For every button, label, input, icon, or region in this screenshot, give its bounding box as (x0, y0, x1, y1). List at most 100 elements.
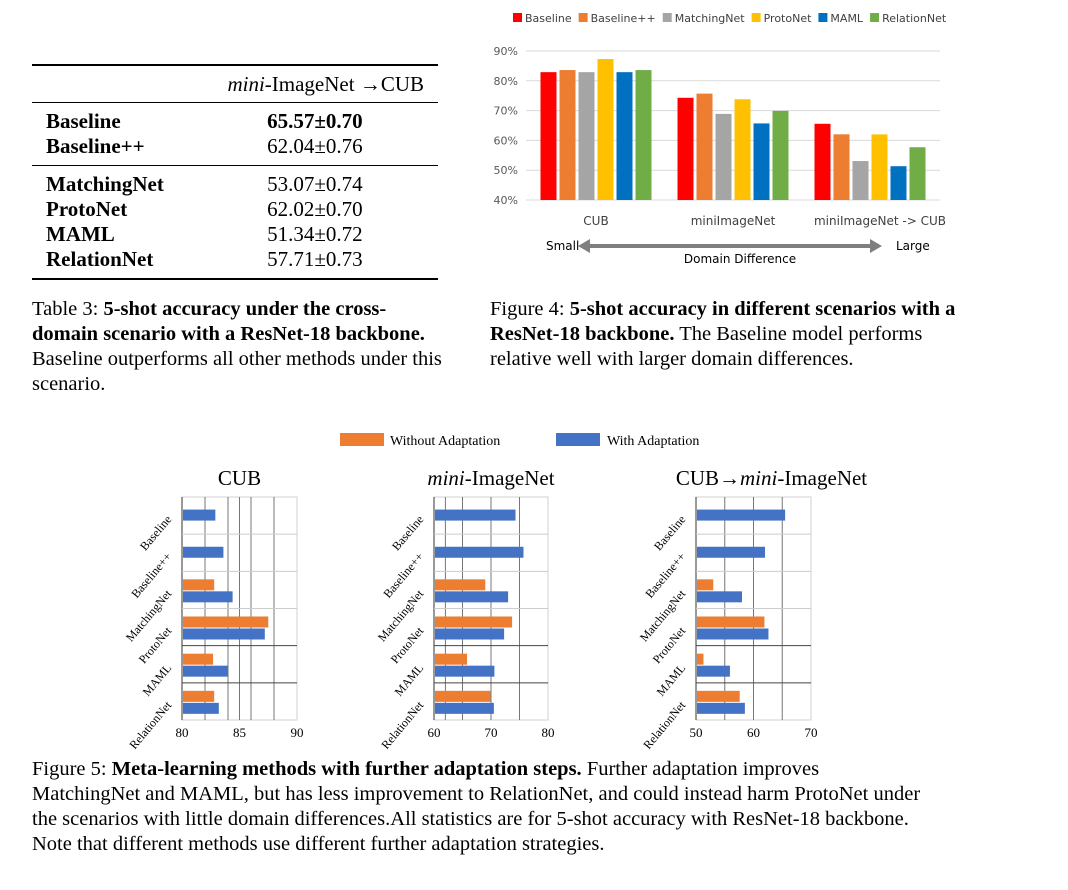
y-tick-label: 50% (494, 164, 518, 177)
bar (597, 59, 614, 200)
legend-label: Without Adaptation (390, 434, 500, 449)
category-label: RelationNet (640, 698, 688, 752)
caption-bold: 5-shot accuracy in different scenarios w… (490, 298, 956, 345)
category-label: RelationNet (126, 698, 174, 752)
caption-bold: 5-shot accuracy under the cross-domain s… (32, 298, 425, 345)
bar (697, 690, 740, 702)
caption-text: Further adaptation improves MatchingNet … (32, 758, 921, 855)
x-tick-label: 70 (805, 725, 818, 740)
legend-label: Baseline++ (591, 12, 656, 25)
x-tick-label: 70 (485, 725, 498, 740)
x-tick-label: 60 (428, 725, 441, 740)
caption-label: Table 3: (32, 298, 104, 320)
method-cell: RelationNet (46, 247, 154, 271)
bar (814, 123, 831, 200)
legend-swatch (513, 13, 522, 22)
arrow-right-head-icon (870, 239, 882, 253)
bar (697, 628, 769, 640)
x-tick-label: 80 (176, 725, 189, 740)
bar (677, 97, 694, 200)
chart-title: mini-ImageNet (427, 466, 554, 490)
x-tick-label: 85 (233, 725, 246, 740)
method-cell: MAML (46, 222, 115, 246)
bar (734, 99, 751, 200)
table-row: ProtoNet 62.02±0.70 (32, 197, 438, 222)
x-tick-label: CUB (583, 214, 608, 228)
bar (697, 579, 714, 591)
arrow-left-head-icon (578, 239, 590, 253)
method-cell: Baseline++ (46, 134, 145, 158)
table-row: RelationNet 57.71±0.73 (32, 247, 438, 279)
bar (540, 72, 557, 200)
bar (435, 509, 516, 521)
legend-swatch (556, 433, 600, 446)
bar (753, 123, 770, 200)
legend-swatch (578, 13, 588, 22)
legend-label: MatchingNet (675, 12, 746, 25)
legend-label: RelationNet (882, 12, 947, 25)
bar (435, 628, 505, 640)
legend-label: Baseline (525, 12, 572, 25)
x-tick-label: miniImageNet -> CUB (814, 214, 946, 228)
x-tick-label: miniImageNet (691, 214, 776, 228)
x-tick-label: 80 (542, 725, 555, 740)
bar (696, 93, 713, 200)
chart-title: CUB→mini-ImageNet (676, 466, 867, 490)
bar (435, 653, 468, 665)
caption-bold: Meta-learning methods with further adapt… (111, 758, 582, 780)
y-tick-label: 40% (494, 194, 518, 207)
legend-label: ProtoNet (764, 12, 812, 25)
method-cell: MatchingNet (46, 172, 164, 196)
y-tick-label: 60% (494, 134, 518, 147)
x-tick-label: 90 (291, 725, 304, 740)
bar (697, 616, 765, 628)
category-label: Baseline (137, 513, 174, 554)
bar (871, 134, 888, 200)
bar (435, 546, 524, 558)
bar (183, 653, 214, 665)
bar (559, 70, 576, 201)
x-tick-label: 50 (690, 725, 703, 740)
bar (697, 702, 745, 714)
figure-5-caption: Figure 5: Meta-learning methods with fur… (32, 757, 932, 857)
y-tick-label: 90% (494, 45, 518, 58)
bar (697, 509, 786, 521)
figure-4-chart: 40% 50% 60% 70% 80% 90% Baseline Baseline++ Matc… (494, 12, 947, 266)
bar (697, 546, 765, 558)
bar (635, 70, 652, 201)
value-cell: 51.34±0.72 (267, 222, 363, 246)
category-label: RelationNet (378, 698, 426, 752)
category-label: MAML (392, 661, 427, 699)
legend-label: With Adaptation (607, 434, 699, 449)
bar (183, 509, 216, 521)
bar (435, 665, 495, 677)
caption-text: The Baseline model performs relative wel… (490, 323, 923, 370)
bar (435, 579, 486, 591)
figure-5-chart: Without Adaptation With Adaptation CUB Base… (123, 433, 867, 752)
legend-swatch (818, 13, 828, 22)
bar (183, 690, 215, 702)
bar (183, 591, 233, 603)
table-row: MAML 51.34±0.72 (32, 222, 438, 247)
table-row: MatchingNet 53.07±0.74 (32, 166, 438, 198)
bar (697, 653, 704, 665)
bar (772, 110, 789, 200)
method-cell: ProtoNet (46, 197, 128, 221)
bar (435, 616, 513, 628)
bar (715, 113, 732, 200)
caption-text: Baseline outperforms all other methods u… (32, 348, 442, 395)
value-cell: 53.07±0.74 (267, 172, 363, 196)
legend-swatch (751, 13, 761, 22)
bar (435, 690, 491, 702)
value-cell: 65.57±0.70 (267, 109, 363, 133)
bar (833, 134, 850, 200)
x-axis-label: Domain Difference (684, 252, 796, 266)
header-text: -ImageNet →CUB (264, 71, 424, 96)
bar (183, 616, 269, 628)
method-cell: Baseline (46, 109, 121, 133)
table-row: Baseline 65.57±0.70 (32, 103, 438, 135)
legend-swatch (870, 13, 880, 22)
value-cell: 62.02±0.70 (267, 197, 363, 221)
chart-title: CUB (218, 466, 261, 490)
bar (890, 166, 907, 200)
